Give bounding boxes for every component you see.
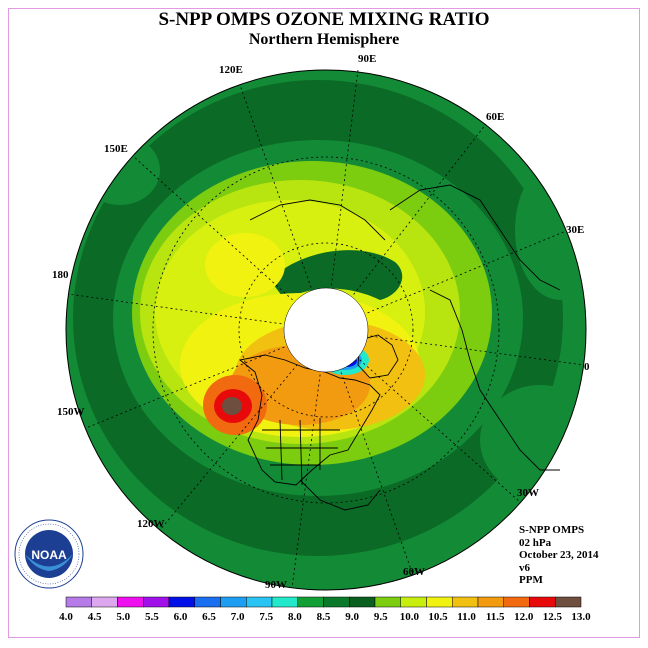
lon-label-30w: 30W — [517, 487, 539, 499]
info-units: PPM — [519, 574, 543, 586]
lon-label-0: 0 — [584, 361, 590, 373]
latitude-circles — [152, 156, 500, 504]
product-info: S-NPP OMPS 02 hPa October 23, 2014 v6 PP… — [519, 524, 599, 587]
map-subtitle: Northern Hemisphere — [248, 31, 400, 48]
info-version: v6 — [519, 561, 530, 574]
lon-label-30e: 30E — [566, 224, 584, 236]
noaa-logo-icon: NOAA — [14, 519, 84, 589]
lon-label-60e: 60E — [486, 111, 504, 123]
hemisphere-boundary — [65, 69, 587, 591]
lon-label-120w: 120W — [137, 518, 165, 530]
info-date: October 23, 2014 — [519, 549, 599, 561]
logo-text: NOAA — [31, 548, 67, 562]
lon-label-180: 180 — [52, 269, 69, 281]
map-title: S-NPP OMPS OZONE MIXING RATIO — [158, 9, 490, 30]
info-level: 02 hPa — [519, 536, 552, 549]
longitude-lines — [67, 69, 585, 589]
figure-frame — [8, 8, 640, 638]
lon-label-90w: 90W — [265, 579, 287, 591]
lon-label-150e: 150E — [104, 143, 128, 155]
lon-label-60w: 60W — [403, 566, 425, 578]
info-instrument: S-NPP OMPS — [519, 524, 585, 536]
lon-label-150w: 150W — [57, 406, 85, 418]
lon-label-120e: 120E — [219, 64, 243, 76]
lon-label-90e: 90E — [358, 53, 376, 65]
pole-mask — [283, 287, 369, 373]
